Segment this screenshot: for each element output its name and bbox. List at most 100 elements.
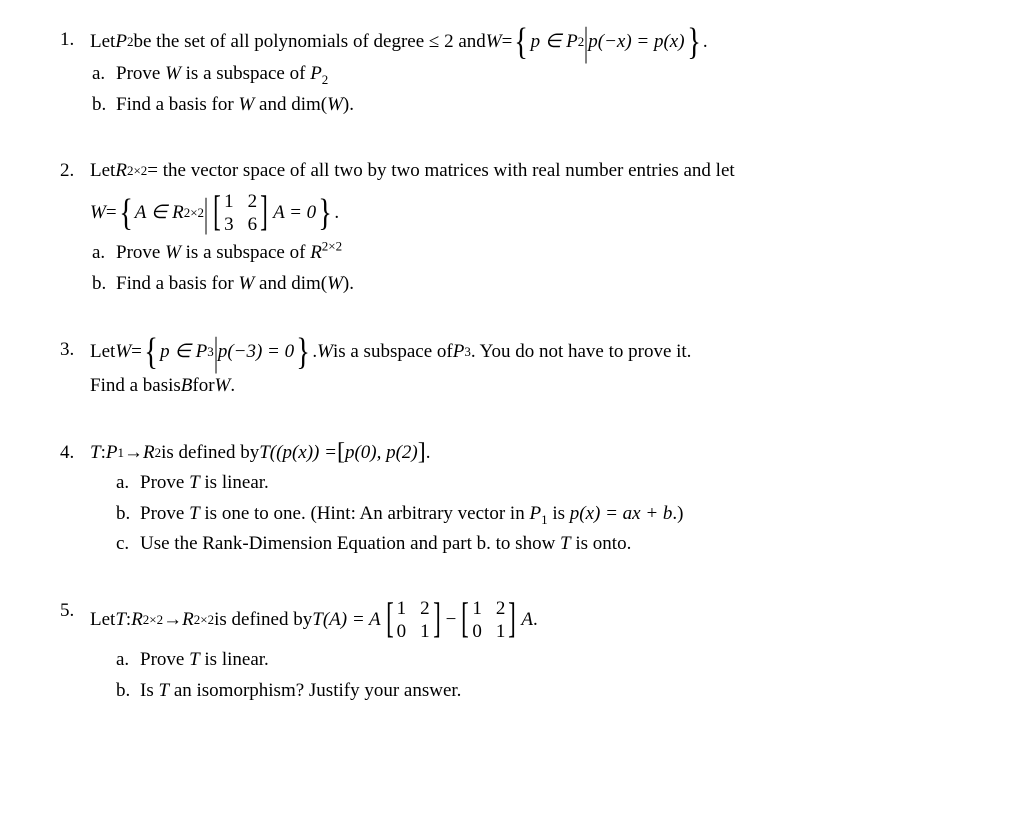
problem-4c: c. Use the Rank-Dimension Equation and p… — [114, 530, 974, 559]
text: ). — [343, 273, 354, 294]
problem-3-statement-line2: Find a basis B for W . — [90, 372, 974, 401]
var-W: W — [238, 94, 254, 115]
equals: = — [131, 338, 142, 367]
var-T: T — [560, 533, 571, 554]
problem-2a: a. Prove W is a subspace of R2×2 — [90, 239, 974, 268]
var-R: R — [115, 157, 127, 186]
matrix-cell: 0 — [397, 620, 407, 644]
text: Let — [90, 28, 115, 57]
matrix-cell: 6 — [248, 213, 258, 237]
matrix-cell: 1 — [420, 620, 430, 644]
arrow-icon: → — [124, 439, 143, 468]
text: Find a basis for — [116, 273, 238, 294]
matrix-icon: [ 12 01 ] — [383, 597, 444, 645]
var-T: T — [158, 680, 169, 701]
problem-5a: a. Prove T is linear. — [114, 646, 974, 675]
text: is linear. — [200, 472, 269, 493]
text: . — [426, 439, 431, 468]
var-T: T — [90, 439, 101, 468]
var-W: W — [327, 94, 343, 115]
text: T((p(x)) = — [259, 439, 337, 468]
bracket-left-icon: [ — [462, 602, 470, 638]
matrix-cell: 1 — [496, 620, 506, 644]
text: for — [192, 372, 214, 401]
bracket-left-icon: [ — [337, 443, 345, 462]
brace-right-icon: } — [296, 337, 310, 367]
problem-2b: b. Find a basis for W and dim(W). — [90, 270, 974, 299]
brace-left-icon: { — [119, 198, 133, 228]
text: . You do not have to prove it. — [471, 338, 692, 367]
text: . — [703, 28, 708, 57]
bracket-right-icon: ] — [260, 195, 268, 231]
problem-5b: b. Is T an isomorphism? Justify your ans… — [114, 677, 974, 706]
sub-letter: b. — [90, 270, 116, 299]
sub-letter: a. — [90, 239, 116, 268]
var-A: A — [521, 606, 533, 635]
problem-4: 4. T : P1 → R2 is defined by T((p(x)) = … — [60, 439, 974, 559]
formula: p(x) = ax + b — [570, 503, 673, 524]
text: is onto. — [571, 533, 632, 554]
problem-2-statement-line1: Let R2×2 = the vector space of all two b… — [90, 157, 974, 186]
text: Find a basis for — [116, 94, 238, 115]
problem-1a: a. Prove W is a subspace of P2 — [90, 60, 974, 89]
problem-number: 4. — [60, 439, 90, 468]
sub-letter: b. — [114, 500, 140, 529]
matrix-cell: 2 — [420, 597, 430, 621]
text: ). — [343, 94, 354, 115]
text: be the set of all polynomials of degree … — [133, 28, 485, 57]
text: . — [230, 372, 235, 401]
var-W: W — [327, 273, 343, 294]
text: = the vector space of all two by two mat… — [147, 157, 734, 186]
text: is a subspace of — [333, 338, 453, 367]
text: is — [548, 503, 570, 524]
text: Prove — [140, 503, 189, 524]
matrix-cell: 2 — [496, 597, 506, 621]
problem-3-statement-line1: Let W = { p ∈ P3 | p(−3) = 0 } . W is a … — [90, 336, 974, 368]
set-condition: A = 0 — [273, 199, 316, 228]
matrix-cell: 0 — [472, 620, 482, 644]
problem-number: 3. — [60, 336, 90, 365]
text: is linear. — [200, 649, 269, 670]
bracket-left-icon: [ — [213, 195, 221, 231]
sub-letter: c. — [114, 530, 140, 559]
problem-5-statement: Let T : R2×2 → R2×2 is defined by T(A) =… — [90, 597, 974, 645]
problem-4a: a. Prove T is linear. — [114, 469, 974, 498]
var-W: W — [165, 63, 181, 84]
text: is defined by — [161, 439, 259, 468]
arrow-icon: → — [163, 606, 182, 635]
matrix-icon: [ 12 01 ] — [458, 597, 519, 645]
text: Use the Rank-Dimension Equation and part… — [140, 533, 560, 554]
divider-icon: | — [214, 336, 218, 368]
problem-1: 1. Let P2 be the set of all polynomials … — [60, 26, 974, 119]
text: is a subspace of — [181, 63, 310, 84]
var-W: W — [90, 199, 106, 228]
text: . — [334, 199, 339, 228]
minus-icon: − — [446, 606, 457, 635]
set-element: p ∈ P — [160, 338, 207, 367]
var-P: P — [115, 28, 127, 57]
text: an isomorphism? Justify your answer. — [169, 680, 461, 701]
var-W: W — [317, 338, 333, 367]
problem-1-statement: Let P2 be the set of all polynomials of … — [90, 26, 974, 58]
text: Prove — [140, 472, 189, 493]
divider-icon: | — [584, 26, 588, 58]
equals: = — [502, 28, 513, 57]
problem-1b: b. Find a basis for W and dim(W). — [90, 91, 974, 120]
var-T: T — [189, 503, 200, 524]
var-W: W — [486, 28, 502, 57]
brace-left-icon: { — [144, 337, 158, 367]
text: Let — [90, 338, 115, 367]
var-R: R — [131, 606, 143, 635]
text: and dim( — [254, 273, 327, 294]
sub-letter: b. — [90, 91, 116, 120]
problem-5: 5. Let T : R2×2 → R2×2 is defined by T(A… — [60, 597, 974, 706]
var-T: T — [189, 649, 200, 670]
matrix-icon: [ 12 36 ] — [210, 190, 271, 238]
var-B: B — [181, 372, 193, 401]
text: .) — [672, 503, 683, 524]
set-condition: p(−x) = p(x) — [588, 28, 684, 57]
var-W: W — [115, 338, 131, 367]
text: p(0), p(2) — [345, 439, 418, 468]
matrix-cell: 1 — [472, 597, 482, 621]
text: Let — [90, 606, 115, 635]
